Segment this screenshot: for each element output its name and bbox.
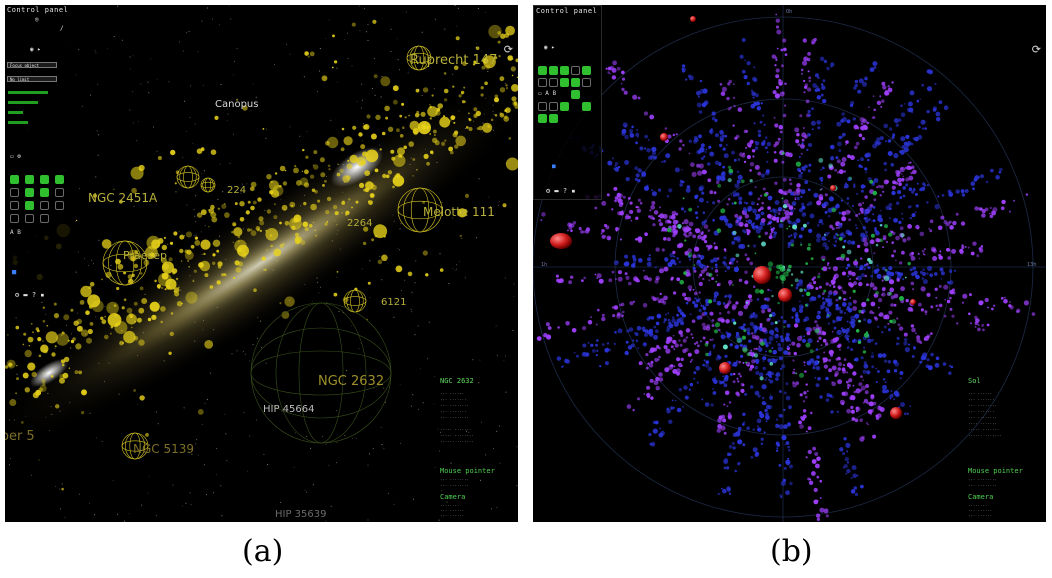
label-ngc-2632: NGC 2632 [318,374,384,389]
toggle-satellites[interactable] [560,78,569,87]
camera-target-icon[interactable]: ◎ [35,16,39,23]
toggle-grid[interactable] [10,201,19,210]
axis-label-right: 13h [1027,262,1037,268]
caption-a: (a) [242,534,283,569]
toggle-planets[interactable] [538,78,547,87]
camera-details: ········ ··· ······ ··· ······ [440,503,464,518]
label-melotte-111: Melotte 111 [423,205,495,219]
label-hip-45664: HIP 45664 [263,404,315,415]
color-swatch-icon[interactable]: ■ [12,268,16,276]
toggle-atmosphere[interactable] [55,201,64,210]
camera-heading: Camera [968,493,993,501]
control-panel[interactable]: Control panel ◉ ▸ ▭ A B ■ ⚙ ▬ ? ▪ [533,5,602,200]
caption-b: (b) [770,534,813,569]
toggle-labels[interactable] [40,188,49,197]
toolbar-icons[interactable]: ▭ ⚙ [10,153,21,160]
axis-label-left: 1h [541,262,547,268]
refresh-icon[interactable]: ⟳ [504,43,513,56]
play-controls-icon[interactable]: ◉ ▸ [544,44,555,51]
toggle-nebulae[interactable] [55,175,64,184]
control-panel-title: Control panel [536,7,597,15]
label-praesepe: Praesep [123,249,167,262]
slider-1[interactable] [8,91,48,94]
toggle-planets[interactable] [25,188,34,197]
sky-view-a[interactable]: ⟳ Ruprecht 147 Canopus NGC 2451A 224 226… [5,5,518,522]
color-swatch-icon[interactable]: ■ [552,163,556,170]
label-6121: 6121 [381,297,406,308]
slider-4[interactable] [8,121,28,124]
toggle-labels[interactable] [549,78,558,87]
mouse-pointer-details: ··· ········ ··· ········ [440,477,469,489]
toggle-asteroids[interactable] [25,201,34,210]
toggle-moons[interactable] [571,90,580,99]
toggle-orbits[interactable] [10,188,19,197]
toggle-stars[interactable] [538,66,547,75]
limit-dropdown[interactable]: No limit [7,76,57,82]
camera-heading: Camera [440,493,465,501]
object-info-panel: NGC 2632 ··· ······ ··· ······· ··· ······… [437,377,517,521]
control-panel[interactable]: Control panel ◎ / ◉ ▸ Focus object No li… [5,5,71,301]
focus-object-title: NGC 2632 [440,377,474,385]
label-224: 224 [227,185,246,196]
pencil-icon[interactable]: / [60,25,64,32]
label-2264: 2264 [347,218,372,229]
camera-details: ········ ··· ······ ··· ······ [968,503,992,518]
toggle-constellations[interactable] [549,102,558,111]
ab-label: A B [10,229,21,236]
toggle-constellations[interactable] [25,214,34,223]
toggle-boundaries[interactable] [40,214,49,223]
toggle-clusters[interactable] [25,175,34,184]
label-canopus: Canopus [215,99,258,110]
info-details: ··· ······ ··· ······· ··· ········ ··· ···… [440,391,474,445]
play-controls-icon[interactable]: ◉ ▸ [30,46,41,53]
label-ruprecht-147: Ruprecht 147 [410,53,497,68]
toggle-effects[interactable] [538,102,547,111]
toggle-moons[interactable] [40,201,49,210]
refresh-icon[interactable]: ⟳ [1032,43,1041,56]
toggle-orbits[interactable] [582,66,591,75]
axis-label-top: 0h [786,9,792,15]
toggle-grid[interactable] [571,78,580,87]
toggle-clusters[interactable] [549,66,558,75]
label-hip-35639: HIP 35639 [275,509,327,520]
toggle-galaxies[interactable] [40,175,49,184]
sky-view-b[interactable]: ⟳ Control panel ◉ ▸ ▭ A B ■ ⚙ ▬ ? ▪ Sol … [533,5,1046,522]
mouse-pointer-heading: Mouse pointer [440,467,495,475]
toggle-asteroids[interactable] [582,78,591,87]
ab-label: ▭ A B [538,90,556,97]
label-per-5: oer 5 [5,429,35,444]
label-ngc-5139: NGC 5139 [133,442,194,456]
mouse-pointer-details: ··· ········ ··· ········ [968,477,997,489]
slider-3[interactable] [8,111,23,114]
toggle-milkyway[interactable] [538,114,547,123]
toggle-meshes[interactable] [549,114,558,123]
info-details: ··· ······ ··· ······· ··· ········ ··· ···… [968,391,1002,439]
bottom-toolbar-icons[interactable]: ⚙ ▬ ? ▪ [546,187,576,195]
mode-dropdown[interactable]: Focus object [7,62,57,68]
mouse-pointer-heading: Mouse pointer [968,467,1023,475]
toggle-nebulae[interactable] [571,66,580,75]
control-panel-title: Control panel [7,6,68,14]
toggle-boundaries[interactable] [560,102,569,111]
toggle-galaxies[interactable] [560,66,569,75]
toggle-stars[interactable] [10,175,19,184]
toggle-satellites[interactable] [55,188,64,197]
toggle-effects[interactable] [10,214,19,223]
slider-2[interactable] [8,101,38,104]
toggle-atmosphere[interactable] [582,102,591,111]
label-ngc-2451a: NGC 2451A [88,191,157,205]
object-info-panel: Sol ··· ······ ··· ······· ··· ········ ···… [965,377,1045,521]
bottom-toolbar-icons[interactable]: ⚙ ▬ ? ▪ [15,291,45,299]
focus-object-title: Sol [968,377,981,385]
